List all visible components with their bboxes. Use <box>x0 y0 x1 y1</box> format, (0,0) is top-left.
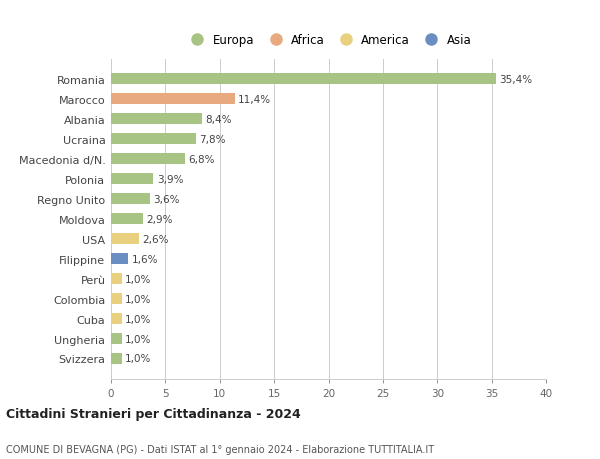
Bar <box>111 114 202 125</box>
Bar <box>111 293 122 304</box>
Bar <box>111 134 196 145</box>
Text: 2,6%: 2,6% <box>143 234 169 244</box>
Text: 6,8%: 6,8% <box>188 154 215 164</box>
Bar <box>111 194 150 205</box>
Text: 1,0%: 1,0% <box>125 314 152 324</box>
Bar <box>111 234 139 245</box>
Bar <box>111 313 122 325</box>
Text: 1,0%: 1,0% <box>125 294 152 304</box>
Bar <box>111 353 122 364</box>
Bar <box>111 253 128 264</box>
Bar <box>111 333 122 344</box>
Bar <box>111 214 143 224</box>
Bar <box>111 74 496 85</box>
Text: 3,9%: 3,9% <box>157 174 183 185</box>
Bar <box>111 174 154 185</box>
Text: 2,9%: 2,9% <box>146 214 172 224</box>
Text: 3,6%: 3,6% <box>154 194 180 204</box>
Text: 7,8%: 7,8% <box>199 134 226 145</box>
Bar <box>111 154 185 165</box>
Text: 1,0%: 1,0% <box>125 354 152 364</box>
Text: COMUNE DI BEVAGNA (PG) - Dati ISTAT al 1° gennaio 2024 - Elaborazione TUTTITALIA: COMUNE DI BEVAGNA (PG) - Dati ISTAT al 1… <box>6 444 434 454</box>
Text: Cittadini Stranieri per Cittadinanza - 2024: Cittadini Stranieri per Cittadinanza - 2… <box>6 407 301 420</box>
Bar <box>111 94 235 105</box>
Text: 11,4%: 11,4% <box>238 95 271 105</box>
Text: 1,6%: 1,6% <box>131 254 158 264</box>
Legend: Europa, Africa, America, Asia: Europa, Africa, America, Asia <box>185 34 472 47</box>
Text: 35,4%: 35,4% <box>499 75 532 84</box>
Text: 1,0%: 1,0% <box>125 274 152 284</box>
Text: 1,0%: 1,0% <box>125 334 152 344</box>
Text: 8,4%: 8,4% <box>206 115 232 124</box>
Bar <box>111 274 122 285</box>
